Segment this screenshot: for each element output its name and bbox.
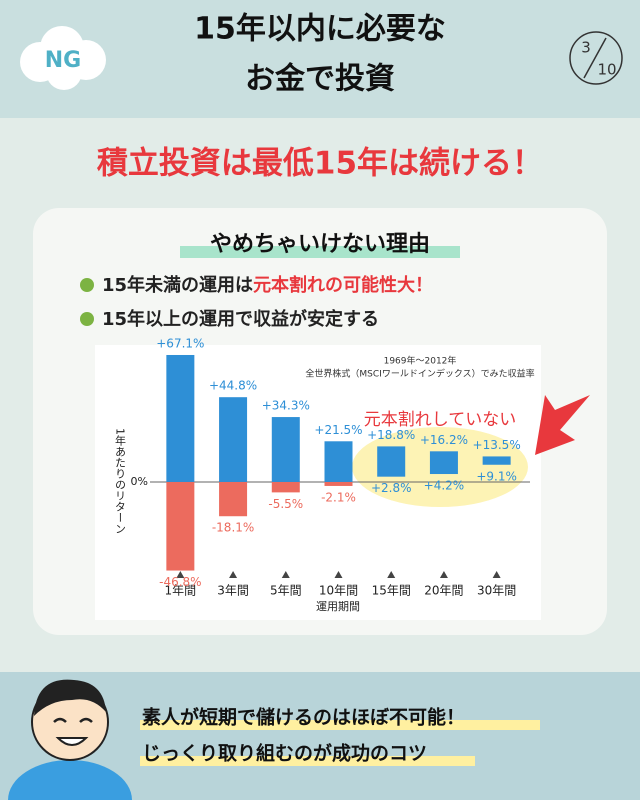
x-tick xyxy=(176,571,185,578)
footer-text: 素人が短期で儲けるのはほぼ不可能！ xyxy=(142,706,465,729)
value-label: +21.5% xyxy=(314,423,362,437)
x-tick xyxy=(334,571,343,578)
chart-note: 1969年～2012年 xyxy=(384,355,457,367)
value-label: +67.1% xyxy=(156,336,204,350)
x-tick xyxy=(281,571,290,578)
x-tick xyxy=(492,571,501,578)
value-label: +9.1% xyxy=(476,469,517,483)
title: 15年以内に必要な xyxy=(194,12,446,47)
page-number: 3 xyxy=(581,39,591,57)
bullet-text: 15年以上の運用で収益が安定する xyxy=(102,308,379,330)
value-label: +2.8% xyxy=(371,481,412,495)
x-tick-label: 20年間 xyxy=(424,584,463,598)
bullet-highlight: 元本割れの可能性大！ xyxy=(253,274,433,296)
footer-highlight xyxy=(140,720,540,730)
bar xyxy=(482,456,511,465)
bar xyxy=(219,481,248,517)
x-tick-label: 1年間 xyxy=(165,584,197,598)
badge-cloud xyxy=(20,26,106,90)
footer-text: じっくり取り組むのが成功のコツ xyxy=(142,742,427,765)
annotation: 元本割れしていない xyxy=(364,410,517,430)
value-label: +4.2% xyxy=(424,479,465,493)
heading-highlight xyxy=(180,246,460,258)
value-label: -46.8% xyxy=(159,575,201,589)
page-slash xyxy=(583,37,607,79)
bar xyxy=(271,417,300,482)
value-label: +18.8% xyxy=(367,428,415,442)
bar xyxy=(219,397,248,482)
badge: NG xyxy=(45,48,81,73)
value-label: +44.8% xyxy=(209,379,257,393)
x-tick-label: 5年間 xyxy=(270,584,302,598)
value-label: -5.5% xyxy=(268,497,303,511)
bullet-dot xyxy=(80,278,94,292)
footer-highlight xyxy=(140,756,475,766)
x-tick-label: 30年間 xyxy=(477,584,516,598)
x-tick-label: 3年間 xyxy=(217,584,249,598)
page-circle xyxy=(569,31,623,85)
value-label: +16.2% xyxy=(420,433,468,447)
headline: 積立投資は最低15年は続ける！ xyxy=(97,146,543,182)
y-axis-label: 1年あたりのリターン xyxy=(114,428,127,534)
value-label: -18.1% xyxy=(212,521,254,535)
bar xyxy=(271,481,300,493)
bullet: 15年未満の運用は元本割れの可能性大！ xyxy=(102,274,433,296)
x-tick xyxy=(229,571,238,578)
x-axis-label: 運用期間 xyxy=(316,600,360,613)
bar xyxy=(377,446,406,477)
header-band xyxy=(0,0,640,118)
card-heading: やめちゃいけない理由 xyxy=(210,232,430,257)
x-tick xyxy=(439,571,448,578)
chart-note: 全世界株式（MSCIワールドインデックス）でみた収益率 xyxy=(305,368,534,380)
bullet-dot xyxy=(80,312,94,326)
x-tick-label: 15年間 xyxy=(372,584,411,598)
value-label: +13.5% xyxy=(473,438,521,452)
bullet-text: 15年未満の運用は xyxy=(102,274,253,296)
x-tick xyxy=(387,571,396,578)
bar xyxy=(324,441,353,482)
bar xyxy=(166,354,195,482)
value-label: -2.1% xyxy=(321,490,356,504)
character xyxy=(8,679,132,800)
bar xyxy=(429,451,458,475)
title: お金で投資 xyxy=(245,62,395,97)
value-label: +34.3% xyxy=(262,399,310,413)
bar xyxy=(166,481,195,571)
arrow xyxy=(535,395,590,455)
bar xyxy=(324,481,353,486)
x-tick-label: 10年間 xyxy=(319,584,358,598)
y-tick-label: 0% xyxy=(131,475,148,488)
page-total: 10 xyxy=(597,61,616,79)
bullet: 15年以上の運用で収益が安定する xyxy=(102,308,379,330)
